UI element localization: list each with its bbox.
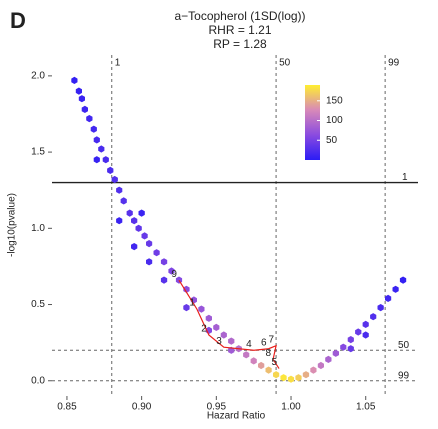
hexbin-cell (325, 355, 332, 363)
hexbin-cell (131, 243, 138, 251)
hexbin-cell (135, 224, 142, 232)
hexbin-cell (168, 267, 175, 275)
hexbin-cell (385, 294, 392, 302)
colorbar-label: 50 (326, 135, 338, 146)
hexbin-cell (71, 76, 78, 84)
hexbin-cell (75, 87, 82, 95)
hexbin-cell (377, 304, 384, 312)
hexbin-cell (116, 186, 123, 194)
hexbin-cell (120, 197, 127, 205)
hexbin-cell (228, 337, 235, 345)
panel-letter: D (10, 8, 26, 33)
hexbin-cell (340, 343, 347, 351)
hexbin-cell (355, 328, 362, 336)
hexbin-cell (370, 313, 377, 321)
hexbin-cell (213, 323, 220, 331)
hexbin-cell (392, 285, 399, 293)
reference-label: 99 (388, 58, 400, 69)
hexbin-cell (220, 331, 227, 339)
reference-label: 1 (402, 172, 408, 183)
highlight-label: 9 (171, 269, 177, 280)
chart-subtitle: RHR = 1.21 (208, 23, 271, 37)
y-tick-label: 0.5 (31, 299, 45, 310)
hexbin-cell (160, 276, 168, 284)
hexbin-cell (362, 320, 369, 328)
hexbin-cell (86, 115, 93, 123)
hexbin-cell (183, 285, 190, 293)
hexbin-cell (317, 361, 324, 370)
hexbin-cell (160, 258, 168, 266)
hexbin-cell (111, 175, 118, 184)
hexbin-cell (362, 331, 369, 339)
hexbin-cell (183, 304, 190, 312)
hexbin-cell (198, 305, 205, 313)
x-tick-label: 1.00 (281, 402, 301, 413)
hexbin-cell (287, 375, 295, 383)
chart-subtitle: RP = 1.28 (213, 37, 267, 51)
hexbin-cell (116, 217, 123, 225)
hexbin-cell (347, 345, 354, 353)
colorbar-label: 100 (326, 115, 343, 126)
hexbin-cell (93, 136, 100, 144)
hexbin-cell (107, 166, 114, 174)
highlight-label: 5 (272, 357, 278, 368)
y-tick-label: 2.0 (31, 71, 45, 82)
hexbin-cell (250, 357, 257, 365)
reference-label: 99 (398, 370, 410, 381)
x-tick-label: 1.05 (356, 402, 376, 413)
y-tick-label: 0.0 (31, 375, 45, 386)
hexbin-cell (310, 366, 317, 374)
hexbin-cell (138, 209, 145, 217)
hexbin-cell (332, 349, 339, 357)
hexbin-cell (243, 351, 250, 359)
hexbin-cell (78, 95, 85, 103)
hexbin-cell (280, 374, 287, 382)
hexbin-cell (153, 249, 160, 257)
y-tick-label: 1.5 (31, 147, 45, 158)
hexbin-cell (146, 240, 153, 248)
x-axis-title: Hazard Ratio (207, 411, 266, 422)
hexbin-cell (126, 209, 133, 217)
highlight-label: 8 (266, 348, 272, 359)
hexbin-cell (81, 105, 88, 113)
y-tick-label: 1.0 (31, 223, 45, 234)
colorbar-label: 150 (326, 95, 343, 106)
hexbin-cell (90, 125, 97, 133)
reference-label: 50 (279, 58, 291, 69)
hexbin-cell (273, 371, 280, 379)
hexbin-cell (302, 371, 310, 379)
hexbin-cell (146, 258, 153, 266)
hexbin-cell (265, 366, 272, 374)
hexbin-cell (141, 232, 148, 240)
highlight-label: 1 (189, 298, 195, 309)
reference-label: 50 (398, 340, 410, 351)
hexbin-cell (93, 156, 100, 164)
x-tick-label: 0.85 (57, 402, 77, 413)
highlight-label: 3 (216, 336, 222, 347)
highlight-label: 4 (246, 339, 252, 350)
hexbin-cell (98, 145, 105, 153)
hexbin-cell (205, 314, 212, 322)
colorbar (305, 85, 320, 160)
x-tick-label: 0.95 (207, 402, 227, 413)
highlight-label: 6 (261, 337, 267, 348)
chart-title: a−Tocopherol (1SD(log)) (174, 9, 305, 23)
highlight-line (178, 279, 280, 369)
highlight-label: 7 (269, 334, 275, 345)
x-tick-label: 0.90 (132, 402, 152, 413)
y-axis-title: -log10(pvalue) (7, 193, 18, 257)
hexbin-cell (102, 156, 109, 164)
hexbin-cell (258, 361, 265, 370)
reference-label: 1 (115, 58, 121, 69)
highlight-label: 2 (201, 324, 207, 335)
hexbin-cell (399, 276, 407, 284)
hexbin-cell (347, 336, 354, 344)
hexbin-cell (295, 374, 302, 382)
hexbin-cell (131, 217, 138, 225)
